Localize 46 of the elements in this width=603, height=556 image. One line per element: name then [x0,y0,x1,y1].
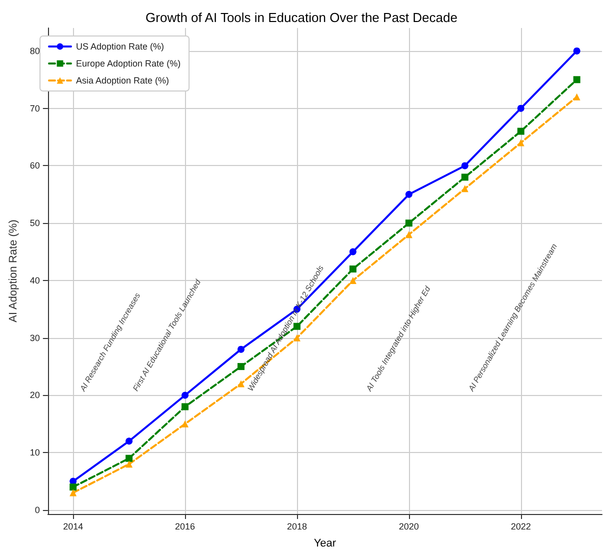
point [461,162,468,170]
y-tick-label: 50 [30,218,40,228]
point [573,93,580,100]
y-tick-label: 80 [30,46,40,56]
point [461,185,468,192]
y-tick-label: 30 [30,332,40,343]
point [573,47,580,54]
y-tick-label: 20 [30,390,40,400]
y-tick-label: 10 [30,448,40,458]
y-tick-label: 70 [30,103,40,114]
chart-title: Growth of AI Tools in Education Over the Past Decade [146,10,458,25]
point [461,174,468,181]
point [517,139,524,146]
point [126,454,133,462]
x-axis-title: Year [314,538,336,550]
point [126,438,133,445]
point [182,392,189,399]
point [238,380,245,388]
point [70,489,77,496]
y-tick-label: 0 [34,504,40,515]
x-tick-label: 2014 [63,522,84,532]
y-axis-title: AI Adoption Rate (%) [8,220,20,322]
point [517,104,524,112]
point [182,420,189,428]
x-tick-label: 2020 [398,522,419,532]
x-tick-label: 2016 [175,522,196,532]
point [238,363,245,370]
point [517,128,524,135]
point [405,220,412,227]
point [349,276,356,284]
point [405,190,412,198]
point [70,484,77,491]
point [405,231,412,238]
point [349,248,356,256]
legend-label: US Adoption Rate (%) [76,42,164,52]
legend-label: Europe Adoption Rate (%) [76,58,181,68]
legend-label: Asia Adoption Rate (%) [76,76,170,86]
point [238,346,245,353]
x-tick-label: 2022 [510,522,531,532]
y-tick-label: 60 [30,160,40,171]
point [182,403,189,410]
y-tick-label: 40 [30,275,40,286]
point [349,265,356,272]
point [573,76,580,84]
x-tick-label: 2018 [286,522,307,532]
point [126,460,133,468]
